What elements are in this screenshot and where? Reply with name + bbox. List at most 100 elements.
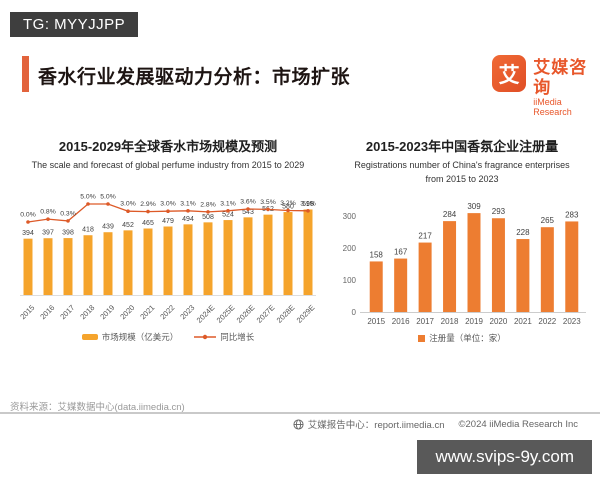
x-axis-label: 2025E: [215, 303, 237, 325]
growth-point: [286, 208, 290, 212]
iimedia-logo-icon: 艾: [492, 55, 527, 92]
bar-value-label: 284: [443, 210, 457, 219]
x-axis-label: 2017: [58, 303, 76, 321]
bar-value-label: 452: [122, 221, 134, 228]
growth-value-label: 5.0%: [80, 193, 96, 200]
growth-value-label: 3.1%: [220, 200, 236, 207]
x-axis-label: 2023: [563, 317, 581, 326]
registration-bar: [443, 221, 457, 312]
bar-value-label: 494: [182, 215, 194, 222]
right-chart-subtitle: Registrations number of China's fragranc…: [332, 159, 592, 186]
global-perfume-market-chart: 2015-2029年全球香水市场规模及预测 The scale and fore…: [12, 136, 324, 343]
bar-value-label: 397: [42, 229, 54, 236]
growth-value-label: 0.3%: [60, 210, 76, 217]
y-axis-tick-label: 200: [343, 244, 357, 253]
x-axis-label: 2020: [118, 303, 136, 321]
bar-value-label: 283: [565, 210, 579, 219]
footer: 艾媒报告中心：report.iimedia.cn ©2024 iiMedia R…: [293, 417, 578, 431]
x-axis-label: 2018: [441, 317, 459, 326]
data-source-note: 资料来源：艾媒数据中心(data.iimedia.cn): [10, 402, 185, 413]
x-axis-label: 2029E: [295, 303, 317, 325]
bar-value-label: 398: [62, 229, 74, 236]
growth-value-label: 3.1%: [180, 200, 196, 207]
growth-value-label: 3.2%: [280, 199, 296, 206]
growth-point: [26, 219, 30, 224]
growth-value-label: 0.0%: [20, 211, 36, 218]
footer-divider: [0, 412, 600, 414]
growth-value-label: 2.9%: [140, 201, 156, 208]
iimedia-logo-text: 艾媒咨询 iiMedia Research: [533, 55, 600, 118]
copyright-text: ©2024 iiMedia Research Inc: [458, 418, 578, 430]
right-chart-legend: 注册量（单位：家）: [332, 332, 592, 344]
bar-value-label: 394: [22, 230, 34, 237]
bar-value-label: 598: [302, 200, 314, 207]
growth-value-label: 3.5%: [260, 198, 276, 205]
square-swatch-icon: [418, 334, 426, 342]
x-axis-label: 2028E: [275, 303, 297, 325]
bar-value-label: 439: [102, 223, 114, 230]
x-axis-label: 2021: [138, 303, 156, 321]
site-watermark: www.svips-9y.com: [417, 440, 592, 474]
bar-value-label: 293: [492, 207, 506, 216]
market-size-bar: [163, 226, 173, 295]
x-axis-label: 2019: [98, 303, 116, 321]
left-chart-title: 2015-2029年全球香水市场规模及预测: [58, 139, 278, 154]
left-chart-legend: 市场规模（亿美元） 同比增长: [12, 331, 324, 343]
bar-value-label: 265: [541, 216, 555, 225]
report-center-link[interactable]: 艾媒报告中心：report.iimedia.cn: [293, 417, 445, 431]
bar-value-label: 309: [467, 202, 481, 211]
title-accent-bar: [22, 56, 29, 92]
growth-point: [186, 208, 190, 213]
bar-value-label: 543: [242, 208, 254, 215]
growth-value-label: 3.6%: [240, 198, 256, 205]
x-axis-label: 2020: [490, 317, 508, 326]
bar-swatch-icon: [81, 333, 98, 340]
registration-bar: [491, 218, 505, 312]
bar-value-label: 465: [142, 220, 154, 227]
bar-value-label: 580: [282, 203, 294, 210]
china-fragrance-registrations-chart: 2015-2023年中国香氛企业注册量 Registrations number…: [332, 136, 592, 344]
market-size-bar: [303, 208, 313, 295]
bar-value-label: 524: [222, 211, 234, 218]
market-size-bar: [63, 237, 73, 295]
left-chart-subtitle: The scale and forecast of global perfume…: [31, 160, 305, 170]
y-axis-tick-label: 300: [343, 212, 357, 221]
market-size-bar: [283, 211, 293, 295]
market-size-bar: [123, 229, 133, 295]
x-axis-label: 2022: [538, 317, 556, 326]
growth-point: [166, 208, 170, 213]
growth-point: [306, 208, 310, 213]
bar-value-label: 158: [370, 250, 384, 259]
market-size-bar: [203, 221, 213, 295]
registration-bar: [394, 258, 408, 312]
x-axis-label: 2027E: [255, 303, 277, 325]
registration-bar: [418, 242, 432, 312]
market-size-bar: [263, 214, 273, 295]
market-size-bar: [83, 234, 93, 295]
growth-point: [66, 218, 70, 223]
x-axis-label: 2026E: [235, 303, 257, 325]
growth-point: [226, 208, 230, 213]
market-size-bar: [103, 231, 113, 295]
x-axis-label: 2015: [18, 303, 36, 321]
subtitle-line-2: from 2015 to 2023: [425, 173, 499, 184]
legend-item-market-size: 市场规模（亿美元）: [81, 331, 178, 343]
bar-value-label: 479: [162, 218, 174, 225]
x-axis-label: 2016: [392, 317, 410, 326]
growth-point: [86, 201, 90, 206]
growth-value-label: 3.0%: [160, 200, 176, 207]
growth-point: [46, 216, 50, 221]
left-chart-plot: 394 2015 397 2016 398 2017 418 2018 439 2019 452 20…: [18, 193, 317, 325]
right-chart-title: 2015-2023年中国香氛企业注册量: [365, 139, 559, 154]
legend-item-registrations: 注册量（单位：家）: [418, 332, 506, 344]
globe-icon: [293, 418, 304, 430]
logo-name-en: iiMedia Research: [533, 97, 572, 118]
telegram-watermark: TG: MYYJJPP: [10, 12, 139, 37]
market-size-bar: [183, 223, 193, 295]
right-chart-plot: 0 100 200 300 158 2015 167 2016 217 2017 284 2018 30…: [343, 202, 586, 326]
registration-bar: [565, 221, 579, 312]
registration-bar: [516, 239, 530, 312]
growth-value-label: 3.0%: [120, 200, 136, 207]
y-axis-tick-label: 100: [343, 276, 357, 285]
report-center-text: 艾媒报告中心：report.iimedia.cn: [307, 420, 445, 431]
